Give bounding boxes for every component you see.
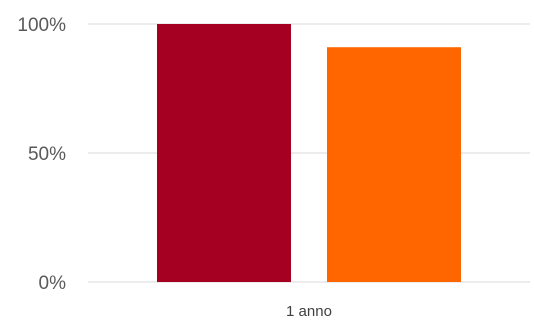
y-tick-label: 100% [17,15,66,36]
y-tick-label: 50% [28,144,66,165]
bar-series-2 [327,47,461,282]
bars [157,24,461,282]
bar-series-1 [157,24,291,282]
y-axis-tick-labels: 0% 50% 100% [17,15,66,294]
x-category-label: 1 anno [286,303,332,320]
gridlines [88,23,530,283]
y-tick-label: 0% [39,273,67,294]
x-axis-category-labels: 1 anno [286,303,332,320]
